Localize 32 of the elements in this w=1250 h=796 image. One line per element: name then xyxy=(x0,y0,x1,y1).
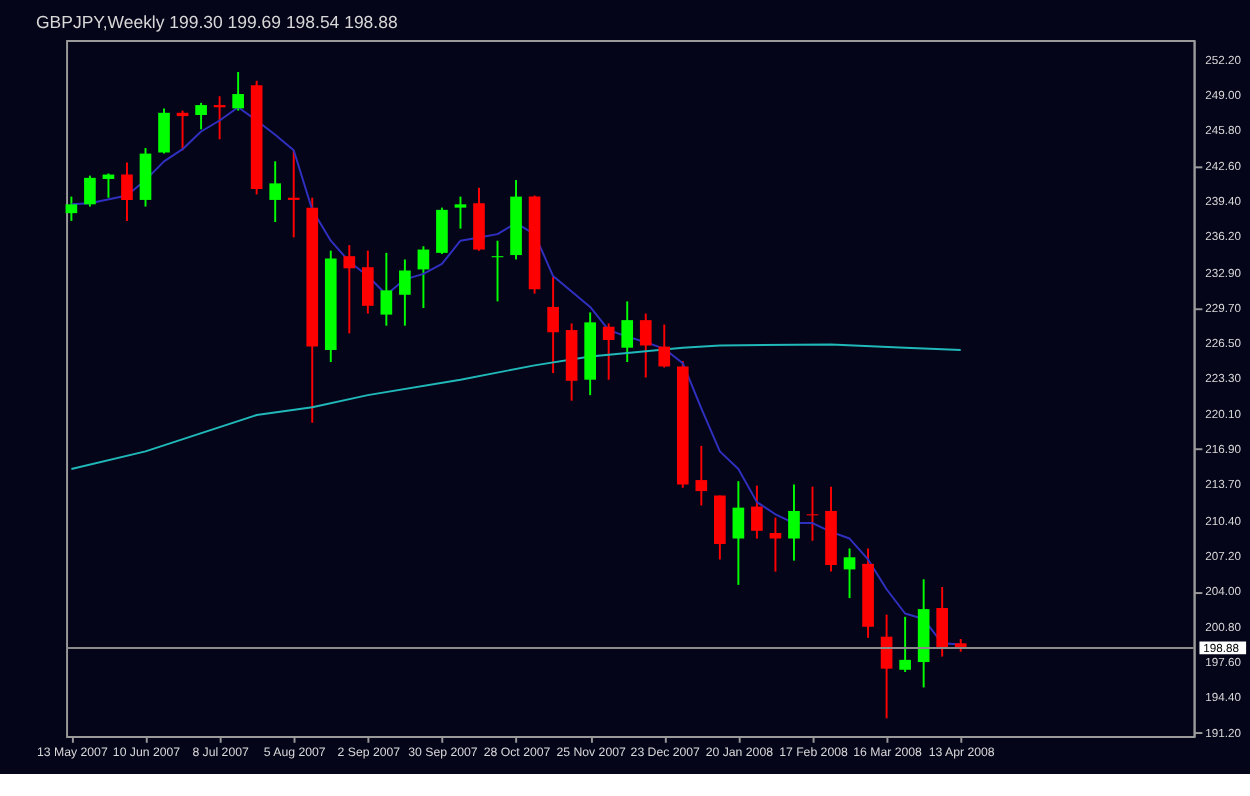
candlestick xyxy=(436,206,448,255)
candlestick xyxy=(936,586,949,658)
candlestick xyxy=(121,161,133,222)
candlestick xyxy=(362,249,374,315)
candlestick xyxy=(658,323,671,369)
candlestick xyxy=(380,251,393,327)
line-series xyxy=(70,343,962,471)
candlestick xyxy=(417,245,430,309)
candlestick xyxy=(269,160,282,223)
candlestick xyxy=(343,244,356,335)
candlestick xyxy=(195,101,207,131)
candlestick xyxy=(639,312,652,379)
candlestick xyxy=(695,444,708,507)
candlestick xyxy=(232,71,244,112)
candlestick xyxy=(287,149,300,239)
candlestick xyxy=(547,276,559,375)
candlestick xyxy=(788,483,800,562)
candlestick xyxy=(602,322,615,381)
candlestick xyxy=(843,547,856,600)
candlestick xyxy=(899,615,911,673)
candlestick xyxy=(158,107,170,155)
candlestick xyxy=(65,195,78,222)
candlestick xyxy=(84,174,96,208)
candlestick xyxy=(751,484,763,540)
candlestick xyxy=(399,258,411,327)
candlestick xyxy=(139,147,152,208)
candlestick xyxy=(769,516,782,573)
candlestick xyxy=(473,186,485,252)
chart-title: GBPJPY,Weekly 199.30 199.69 198.54 198.88 xyxy=(36,12,398,33)
candlestick xyxy=(732,480,745,586)
candlestick xyxy=(454,195,467,230)
candlestick xyxy=(621,300,634,364)
